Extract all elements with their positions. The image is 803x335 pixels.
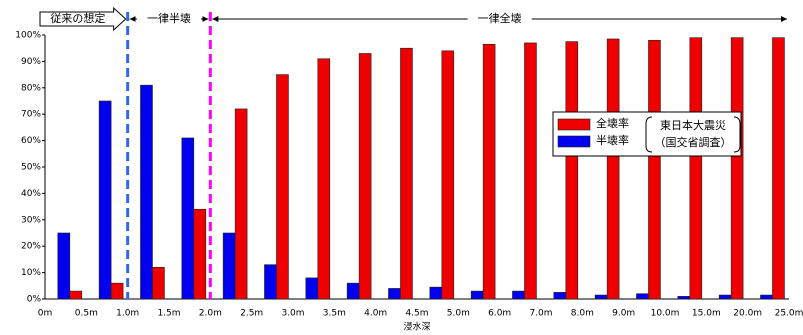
x-tick-label: 20.0m [733,309,762,319]
x-tick-label: 4.0m [364,309,387,319]
bar [594,294,608,300]
bar [140,84,153,300]
x-tick-label: 1.0m [116,309,139,319]
bar [346,282,360,300]
bar [358,53,372,300]
bar [565,41,579,300]
x-tick-label: 2.5m [240,309,263,319]
bar [772,37,785,300]
x-tick-label: 25.0m [775,309,803,319]
annotation-text: 従来の想定 [50,11,105,25]
bar [388,288,401,300]
legend-label: 全壊率 [596,116,629,130]
x-tick-label: 10.0m [651,309,680,319]
annotation-text: 一律全壊 [478,11,522,25]
bar [689,37,703,300]
x-tick-label: 3.0m [281,309,304,319]
x-tick-label: 2.0m [199,309,222,319]
x-tick-label: 6.0m [488,309,511,319]
x-tick-label: 5.0m [447,309,470,319]
bar [648,39,661,300]
x-tick-label: 9.0m [612,309,635,319]
bar [636,293,649,300]
x-tick-label: 1.5m [157,309,180,319]
x-tick-label: 7.0m [529,309,552,319]
y-tick-label: 30% [21,215,41,225]
bar [730,37,744,300]
bar [98,100,112,300]
legend-label: 半壊率 [596,133,629,147]
x-tick-label: 0m [38,309,53,319]
y-tick-label: 50% [21,163,41,173]
bar [234,108,248,300]
legend-bracket [645,116,653,153]
bar [264,264,277,300]
legend-note: 東日本大震災 [660,118,726,132]
x-tick-label: 0.5m [75,309,98,319]
y-tick-label: 40% [21,189,41,199]
bar [553,292,567,300]
bar [482,43,496,300]
annotation-text: 一律半壊 [147,11,191,25]
x-tick-label: 15.0m [692,309,721,319]
bar [69,290,83,300]
legend-swatch [557,118,591,131]
bar [181,137,195,300]
bar [400,47,413,300]
bar [606,38,620,300]
bar [677,296,691,300]
bar [512,290,525,300]
bar [760,294,773,300]
x-tick-label: 3.5m [323,309,346,319]
bar [57,232,71,300]
bar [305,277,319,300]
bar [222,232,236,300]
y-tick-label: 10% [21,268,41,278]
y-tick-label: 20% [21,242,41,252]
y-tick-label: 90% [21,57,41,67]
x-tick-label: 8.0m [571,309,594,319]
bar [317,58,331,300]
bar [110,282,124,300]
bar [441,50,455,300]
annotation-arrow [39,6,127,32]
x-axis-label: 浸水深 [403,321,430,333]
bar [524,42,537,300]
bar [718,294,732,300]
legend-note: （国交省調査） [655,135,732,149]
x-tick-label: 4.5m [405,309,428,319]
bar [276,74,289,300]
bar [152,267,165,300]
y-tick-label: 60% [21,136,41,146]
y-tick-label: 80% [21,83,41,93]
y-tick-label: 100% [15,31,41,41]
bar [429,286,443,300]
legend-swatch [557,135,591,148]
legend-bracket [733,116,741,153]
bar [193,208,207,300]
bar [470,290,484,300]
y-tick-label: 70% [21,110,41,120]
y-tick-label: 0% [27,295,42,305]
